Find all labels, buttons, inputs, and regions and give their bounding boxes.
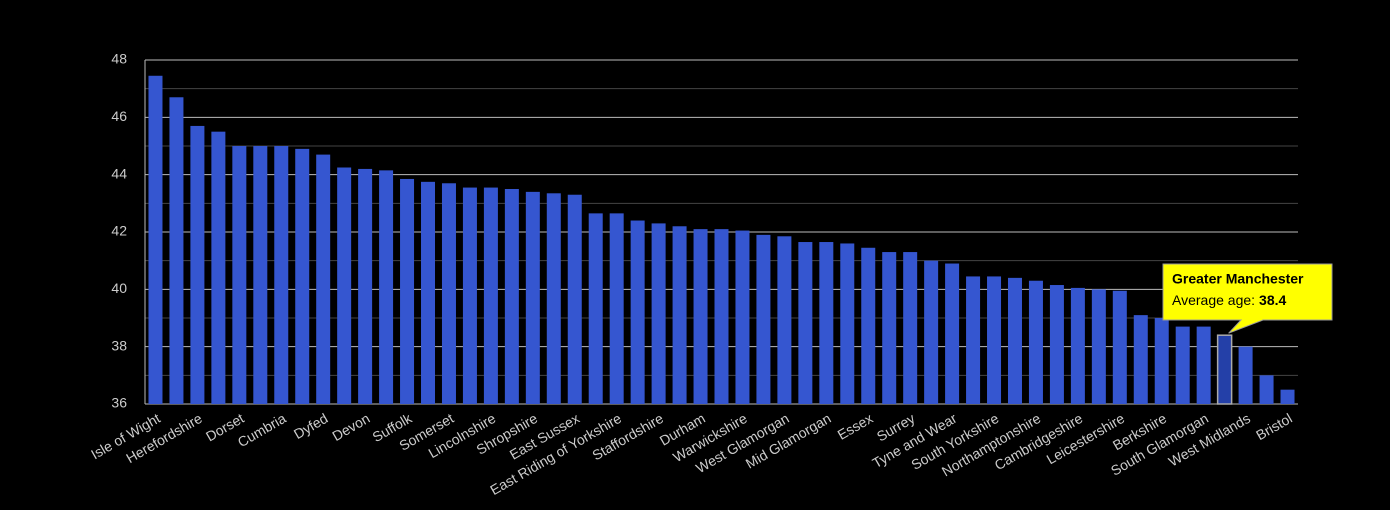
bar [1028,280,1043,404]
tooltip-label: Average age: [1172,292,1255,308]
bar [358,168,373,404]
y-tick-label: 48 [111,51,127,67]
x-tick-label: Bristol [1253,410,1295,443]
tooltip-box [1162,263,1333,334]
bar [1133,315,1148,404]
bar [1175,326,1190,404]
bar [630,220,645,404]
bar [316,154,331,404]
bar [1007,277,1022,404]
bar [525,191,540,404]
x-tick-label: Dyfed [291,410,331,442]
bar [441,183,456,404]
bar [504,189,519,404]
bar [924,260,939,404]
bar [1154,318,1169,404]
bar [735,230,750,404]
y-tick-label: 36 [111,395,127,411]
y-tick-label: 40 [111,280,127,296]
tooltip-value: 38.4 [1259,292,1286,308]
bar [756,234,771,404]
bar [987,276,1002,404]
bar [861,247,876,404]
bar [546,193,561,404]
bar [1070,287,1085,404]
bar [1280,389,1295,404]
bar [903,252,918,404]
bar [148,75,163,405]
bar [379,170,394,404]
bar [1112,290,1127,404]
bar [882,252,897,404]
bar [798,242,813,404]
bar [567,194,582,404]
bar [651,223,666,404]
bar [966,276,981,404]
bar [777,236,792,404]
x-tick-label: Cumbria [235,410,289,450]
bar [1238,346,1253,404]
bar [1216,334,1233,405]
bar [337,167,352,404]
tooltip-line: Average age: 38.4 [1172,292,1286,308]
bar [672,226,687,404]
y-tick-label: 42 [111,223,127,239]
bar [1091,289,1106,404]
x-tick-label: Essex [835,410,876,443]
bar [421,181,436,404]
bar [232,146,247,404]
bar [295,148,310,404]
x-tick-label: Devon [329,410,372,444]
y-tick-label: 44 [111,165,127,181]
bar [840,243,855,404]
bar [588,213,603,404]
bar [400,178,415,404]
bar [693,229,708,404]
bar [1196,326,1211,404]
bar [1259,375,1274,404]
y-tick-label: 46 [111,108,127,124]
bar [211,131,226,404]
tooltip-title: Greater Manchester [1172,271,1304,287]
bar [1049,285,1064,404]
y-tick-label: 38 [111,337,127,353]
bar [190,125,205,404]
bar [819,242,834,404]
bar [253,146,268,404]
bar [483,187,498,404]
bar [714,229,729,404]
bar [462,187,477,404]
bar [609,213,624,404]
bar [274,146,289,404]
bar [169,97,184,405]
bar [945,263,960,404]
